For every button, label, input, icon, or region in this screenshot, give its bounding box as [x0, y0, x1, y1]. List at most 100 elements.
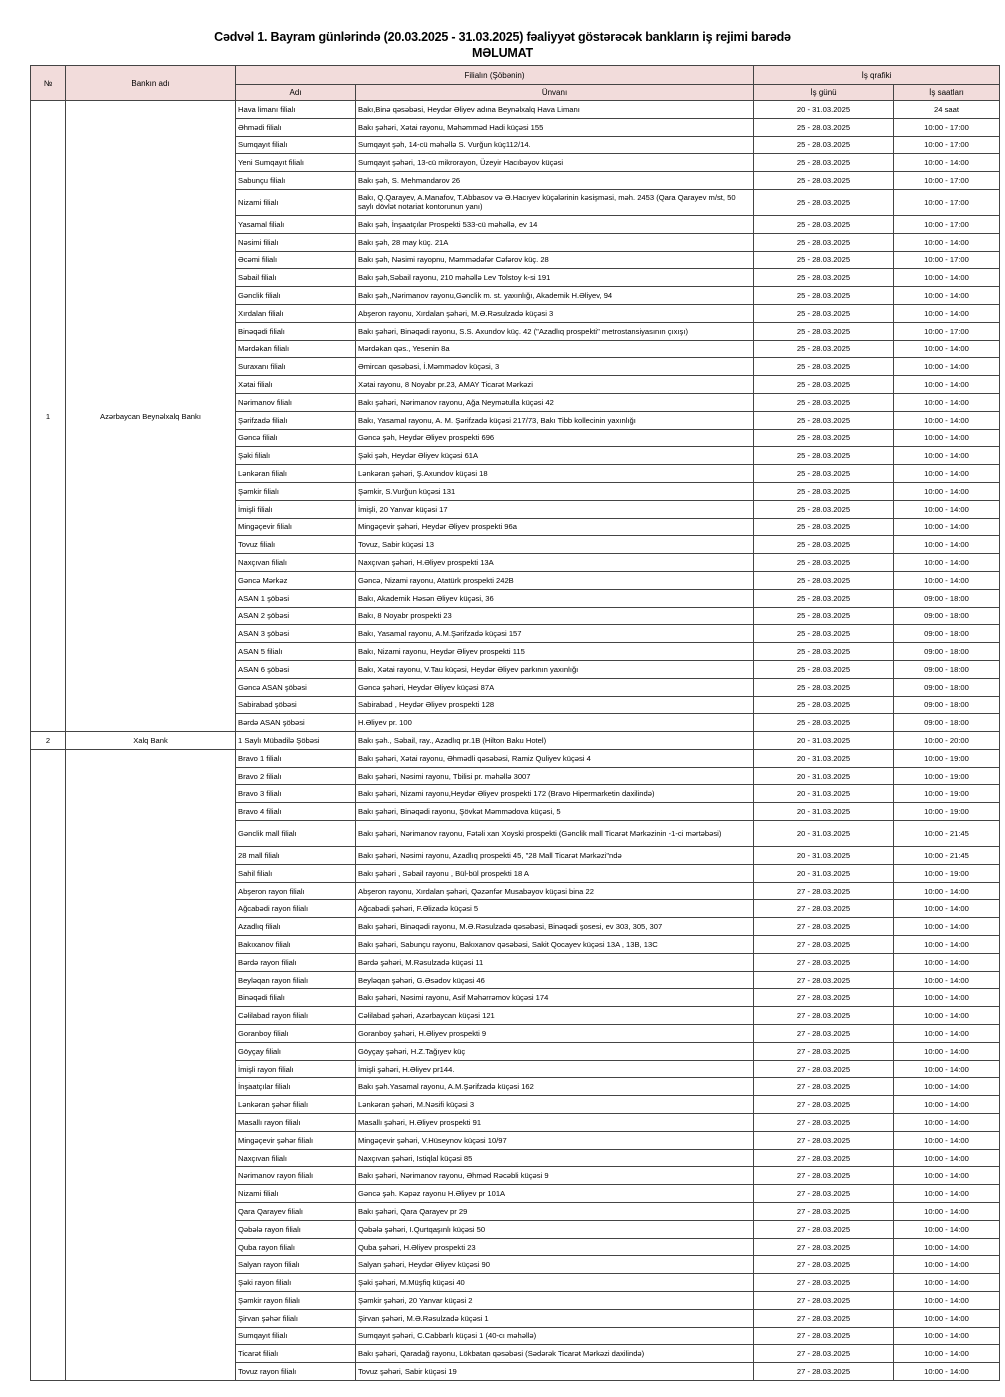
- branch-name: Bravo 2 filialı: [235, 766, 356, 786]
- branch-name: Şəki filialı: [235, 446, 356, 466]
- work-days: 25 - 28.03.2025: [753, 375, 894, 394]
- table-row: Goranboy filialı Goranboy şəhəri, H.Əliye…: [31, 1024, 1001, 1043]
- table-row: Binəqədi filialı Bakı şəhəri, Nəsimi rayo…: [31, 988, 1001, 1008]
- branch-address: Bakı şəhəri, Xətai rayonu, Əhmədli qəsəb…: [355, 748, 754, 768]
- branch-address: Mərdəkan qəs., Yesenin 8a: [355, 339, 754, 359]
- work-days: 25 - 28.03.2025: [753, 188, 894, 216]
- table-row: Sumqayıt filialı Sumqayıt şəhəri, C.Cabba…: [31, 1326, 1001, 1346]
- work-days: 27 - 28.03.2025: [753, 970, 894, 990]
- branch-address: Bakı şəhəri, Binəqədi rayonu, M.Ə.Rəsulz…: [355, 917, 754, 937]
- branch-address: Bakı şəhəri, Qara Qarayev pr 29: [355, 1202, 754, 1221]
- branch-name: Yasamal filialı: [235, 214, 356, 234]
- work-days: 27 - 28.03.2025: [753, 952, 894, 972]
- work-days: 20 - 31.03.2025: [753, 748, 894, 768]
- branch-address: Bakı şəhəri, Nəsimi rayonu, Asif Məhərrə…: [355, 988, 754, 1008]
- branch-address: Sumqayıt şəh, 14-cü məhəllə S. Vurğun kü…: [355, 135, 754, 155]
- document-subtitle: MƏLUMAT: [472, 46, 533, 60]
- branch-address: Bakı şəhəri, Binəqədi rayonu, Şövkət Məm…: [355, 802, 754, 822]
- branch-name: Sabunçu filialı: [235, 171, 356, 190]
- work-days: 27 - 28.03.2025: [753, 1273, 894, 1292]
- work-days: 25 - 28.03.2025: [753, 535, 894, 555]
- branch-address: Şəmkir, S.Vurğun küçəsi 131: [355, 481, 754, 501]
- branch-address: Bakı şəhəri, Qaradağ rayonu, Lökbatan qə…: [355, 1344, 754, 1364]
- work-days: 25 - 28.03.2025: [753, 117, 894, 137]
- work-days: 20 - 31.03.2025: [753, 846, 894, 865]
- branch-name: Qara Qarayev filialı: [235, 1202, 356, 1221]
- branch-address: Bakı, Yasamal rayonu, A.M.Şərifzadə küçə…: [355, 624, 754, 644]
- work-hours: 10:00 - 14:00: [892, 153, 1001, 173]
- work-hours: 10:00 - 14:00: [892, 464, 1001, 483]
- bank-name: [65, 748, 236, 1381]
- work-days: 25 - 28.03.2025: [753, 624, 894, 644]
- branch-name: Nizami filialı: [235, 1184, 356, 1204]
- branch-address: Bakı, 8 Noyabr prospekti 23: [355, 606, 754, 626]
- branch-name: Ağcabədi rayon filialı: [235, 899, 356, 919]
- table-row: Xırdalan filialı Abşeron rayonu, Xırdalan…: [31, 303, 1001, 323]
- work-hours: 10:00 - 19:00: [892, 748, 1001, 768]
- branch-address: Göyçay şəhəri, H.Z.Tağıyev küç: [355, 1041, 754, 1061]
- branch-name: Şərifzadə filialı: [235, 410, 356, 430]
- branch-name: Lənkəran şəhər filialı: [235, 1095, 356, 1115]
- work-days: 25 - 28.03.2025: [753, 232, 894, 252]
- work-hours: 09:00 - 18:00: [892, 713, 1001, 733]
- work-days: 25 - 28.03.2025: [753, 499, 894, 519]
- work-hours: 10:00 - 14:00: [892, 1255, 1001, 1275]
- branch-name: Bərdə ASAN şöbəsi: [235, 713, 356, 733]
- work-hours: 10:00 - 14:00: [892, 1041, 1001, 1061]
- branch-name: Salyan rayon filialı: [235, 1255, 356, 1275]
- branch-name: Gənclik filialı: [235, 286, 356, 305]
- work-hours: 10:00 - 14:00: [892, 339, 1001, 359]
- branch-address: Sumqayıt şəhəri, C.Cabbarlı küçəsi 1 (40…: [355, 1326, 754, 1346]
- work-hours: 09:00 - 18:00: [892, 642, 1001, 661]
- header-branch-name: Adı: [235, 84, 356, 101]
- table-row: Ağcabədi rayon filialı Ağcabədi şəhəri, F…: [31, 899, 1001, 919]
- table-row: Naxçıvan filialı Naxçıvan şəhəri, H.Əliye…: [31, 553, 1001, 572]
- branch-name: 1 Saylı Mübadilə Şöbəsi: [235, 731, 356, 750]
- table-row: Şəki rayon filialı Şəki şəhəri, M.Müşfiq …: [31, 1273, 1001, 1292]
- branch-address: Sabirabad , Heydər Əliyev prospekti 128: [355, 695, 754, 715]
- work-hours: 10:00 - 14:00: [892, 1148, 1001, 1168]
- branch-name: ASAN 3 şöbəsi: [235, 624, 356, 644]
- table-row: İmişli rayon filialı İmişli şəhəri, H.Əli…: [31, 1059, 1001, 1079]
- branch-name: Gəncə Mərkəz: [235, 570, 356, 590]
- branch-name: İnşaatçılar filialı: [235, 1077, 356, 1097]
- branch-address: Qəbələ şəhəri, I.Qurtqaşınlı küçəsi 50: [355, 1219, 754, 1239]
- work-days: 27 - 28.03.2025: [753, 1184, 894, 1204]
- table-row: Quba rayon filialı Quba şəhəri, H.Əliyev …: [31, 1237, 1001, 1257]
- work-days: 25 - 28.03.2025: [753, 713, 894, 733]
- table-row: Binəqədi filialı Bakı şəhəri, Binəqədi ra…: [31, 321, 1001, 341]
- work-days: 25 - 28.03.2025: [753, 606, 894, 626]
- work-hours: 10:00 - 17:00: [892, 250, 1001, 270]
- branch-address: Gəncə şəh, Heydər Əliyev prospekti 696: [355, 428, 754, 448]
- work-days: 27 - 28.03.2025: [753, 935, 894, 954]
- work-days: 27 - 28.03.2025: [753, 1362, 894, 1381]
- work-hours: 10:00 - 21:45: [892, 846, 1001, 865]
- branch-name: Azadlıq filialı: [235, 917, 356, 937]
- branch-name: Naxçıvan filialı: [235, 1148, 356, 1168]
- branch-name: Bravo 1 filialı: [235, 748, 356, 768]
- work-hours: 10:00 - 14:00: [892, 1166, 1001, 1186]
- table-row: Xətai filialı Xətai rayonu, 8 Noyabr pr.2…: [31, 375, 1001, 394]
- work-hours: 10:00 - 14:00: [892, 1273, 1001, 1292]
- branch-address: Abşeron rayonu, Xırdalan şəhəri, Qəzənfə…: [355, 881, 754, 901]
- branch-name: Şəki rayon filialı: [235, 1273, 356, 1292]
- branch-name: Bakıxanov filialı: [235, 935, 356, 954]
- work-days: 25 - 28.03.2025: [753, 303, 894, 323]
- work-hours: 10:00 - 17:00: [892, 214, 1001, 234]
- table-row: Bravo 3 filialı Bakı şəhəri, Nizami rayon…: [31, 784, 1001, 804]
- work-hours: 10:00 - 14:00: [892, 232, 1001, 252]
- work-days: 20 - 31.03.2025: [753, 784, 894, 804]
- table-row: Nərimanov rayon filialı Bakı şəhəri, Nəri…: [31, 1166, 1001, 1186]
- table-row: Naxçıvan filialı Naxçıvan şəhəri, Istiqla…: [31, 1148, 1001, 1168]
- table-row: Tovuz rayon filialı Tovuz şəhəri, Sabir k…: [31, 1362, 1001, 1381]
- work-hours: 10:00 - 14:00: [892, 392, 1001, 412]
- bank-schedule-table: № Bankın adı Filialın (Şöbənin) İş qrafi…: [30, 65, 1001, 1381]
- branch-address: Bakı şəhəri, Sabunçu rayonu, Bakıxanov q…: [355, 935, 754, 954]
- work-hours: 10:00 - 14:00: [892, 535, 1001, 555]
- branch-address: Bakı şəh, Nəsimi rayopnu, Məmmədəfər Cəf…: [355, 250, 754, 270]
- branch-name: Bravo 3 filialı: [235, 784, 356, 804]
- work-hours: 10:00 - 14:00: [892, 570, 1001, 590]
- branch-address: Bakı, Yasamal rayonu, A. M. Şərifzadə kü…: [355, 410, 754, 430]
- work-days: 25 - 28.03.2025: [753, 481, 894, 501]
- table-row: Yasamal filialı Bakı şəh, İnşaatçılar Pro…: [31, 214, 1001, 234]
